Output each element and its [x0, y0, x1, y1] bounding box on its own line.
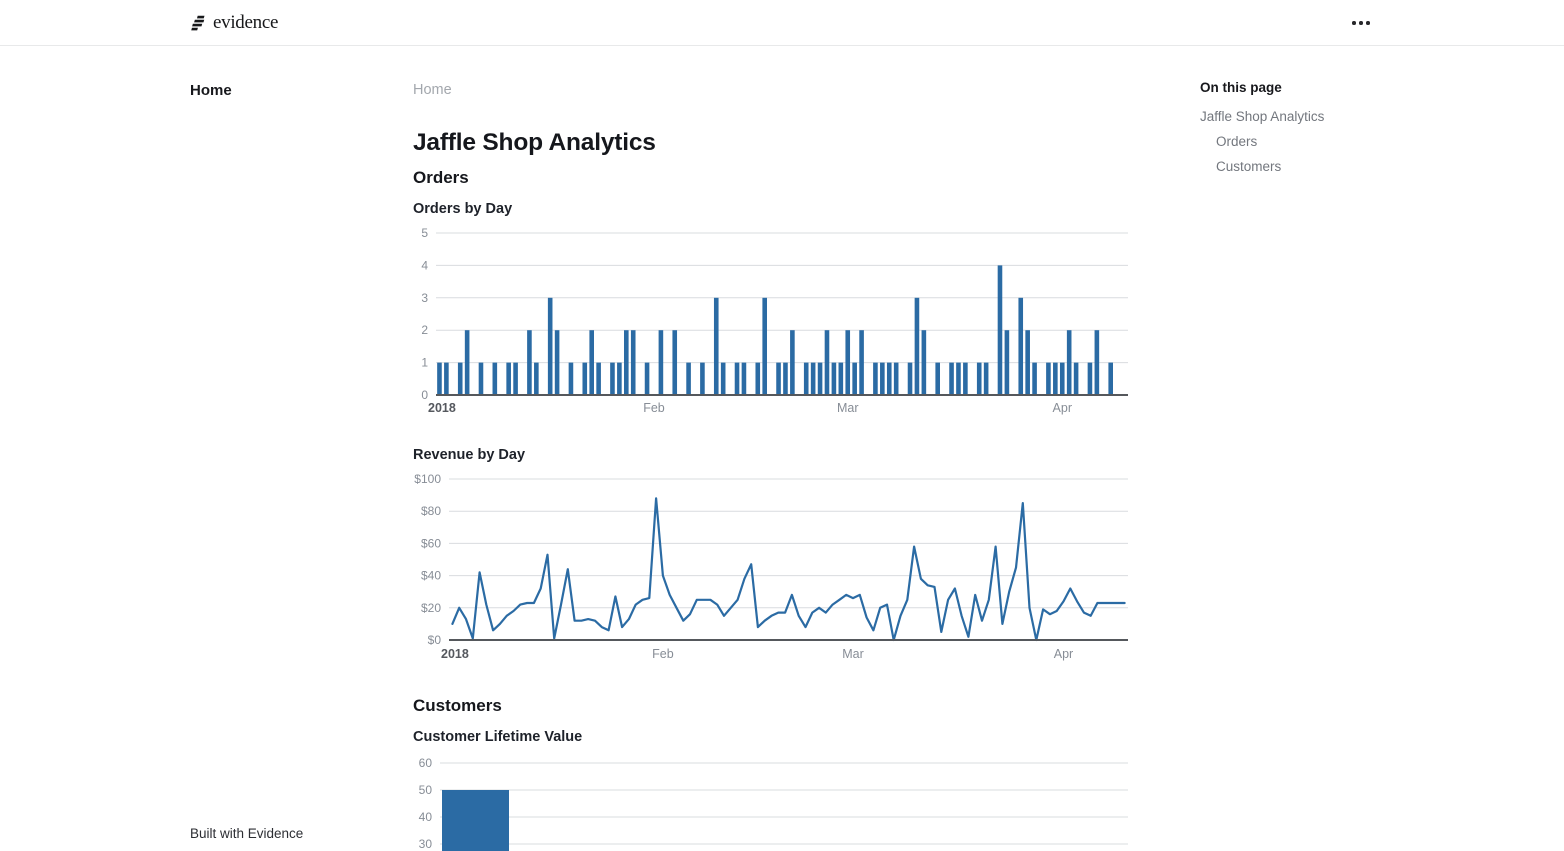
overflow-menu-button[interactable] — [1346, 12, 1376, 34]
section-heading-orders: Orders — [413, 168, 469, 187]
svg-text:2: 2 — [421, 323, 428, 337]
svg-text:$0: $0 — [428, 633, 442, 647]
svg-text:50: 50 — [419, 783, 433, 797]
chart-customer-lifetime-value[interactable]: 60 50 40 30 — [413, 755, 1128, 851]
left-sidebar: Home — [190, 82, 370, 99]
top-header: evidence — [0, 0, 1564, 46]
on-this-page-heading: On this page — [1200, 80, 1282, 95]
svg-text:Mar: Mar — [837, 401, 859, 415]
on-this-page-panel: On this page Jaffle Shop Analytics Orders… — [1200, 80, 1380, 185]
toc-link-jaffle-shop-analytics[interactable]: Jaffle Shop Analytics — [1200, 109, 1325, 124]
evidence-logo-text: evidence — [213, 12, 279, 33]
svg-text:$80: $80 — [421, 504, 441, 518]
section-heading-customers: Customers — [413, 696, 502, 715]
svg-text:Feb: Feb — [643, 401, 665, 415]
svg-text:5: 5 — [421, 226, 428, 240]
chart-title-revenue-by-day: Revenue by Day — [413, 447, 526, 463]
main-content: Home Jaffle Shop Analytics Orders Orders… — [413, 0, 1128, 851]
chart-title-customer-lifetime-value: Customer Lifetime Value — [413, 729, 583, 745]
ellipsis-icon — [1352, 21, 1356, 25]
svg-text:Apr: Apr — [1054, 647, 1073, 661]
svg-text:2018: 2018 — [428, 401, 456, 415]
svg-text:$60: $60 — [421, 536, 441, 550]
svg-text:$40: $40 — [421, 569, 441, 583]
evidence-logo-icon — [190, 14, 207, 32]
toc-link-customers[interactable]: Customers — [1216, 159, 1282, 174]
svg-text:60: 60 — [419, 756, 433, 770]
svg-text:Mar: Mar — [842, 647, 864, 661]
svg-text:0: 0 — [421, 388, 428, 402]
svg-text:1: 1 — [421, 356, 428, 370]
svg-text:Feb: Feb — [652, 647, 674, 661]
svg-text:40: 40 — [419, 810, 433, 824]
sidebar-item-home[interactable]: Home — [190, 82, 232, 99]
evidence-logo[interactable]: evidence — [190, 0, 278, 46]
svg-text:3: 3 — [421, 291, 428, 305]
built-with-evidence-label[interactable]: Built with Evidence — [190, 826, 304, 841]
svg-text:$20: $20 — [421, 601, 441, 615]
toc-link-orders[interactable]: Orders — [1216, 134, 1258, 149]
svg-text:30: 30 — [419, 837, 433, 851]
svg-text:2018: 2018 — [441, 647, 469, 661]
breadcrumb[interactable]: Home — [413, 82, 452, 98]
svg-text:$100: $100 — [414, 472, 441, 486]
chart-title-orders-by-day: Orders by Day — [413, 201, 513, 217]
page-title: Jaffle Shop Analytics — [413, 129, 656, 156]
chart-orders-by-day[interactable]: 0 1 2 3 4 5 2018 Feb Mar Apr — [413, 225, 1128, 415]
chart-revenue-by-day[interactable]: $0 $20 $40 $60 $80 $100 2018 Feb Mar Apr — [413, 470, 1128, 665]
svg-text:4: 4 — [421, 258, 428, 272]
svg-text:Apr: Apr — [1053, 401, 1072, 415]
